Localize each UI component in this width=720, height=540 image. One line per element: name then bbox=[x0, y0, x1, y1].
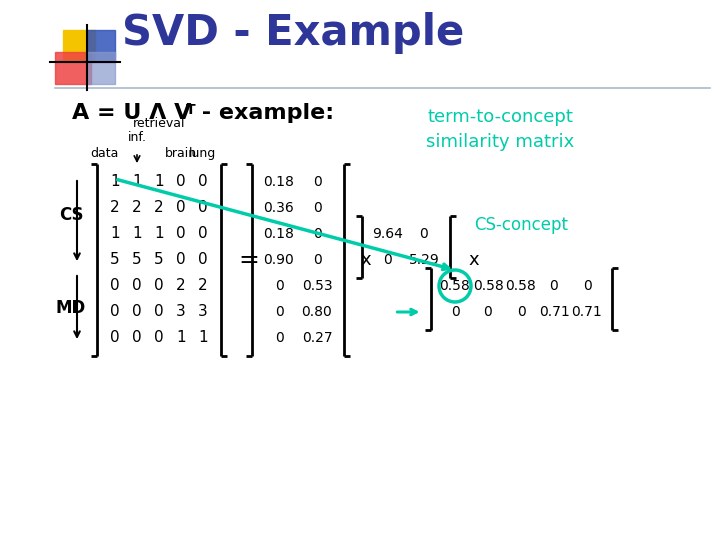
Text: MD: MD bbox=[56, 299, 86, 317]
Text: 0: 0 bbox=[132, 279, 142, 294]
Text: 3: 3 bbox=[176, 305, 186, 320]
Bar bbox=[63, 30, 95, 62]
Text: brain: brain bbox=[165, 147, 197, 160]
Bar bbox=[55, 52, 91, 84]
Text: inf.: inf. bbox=[127, 131, 146, 144]
Text: 5: 5 bbox=[132, 253, 142, 267]
Text: 0: 0 bbox=[132, 305, 142, 320]
Text: 0: 0 bbox=[154, 279, 164, 294]
Text: 0: 0 bbox=[176, 200, 186, 215]
Text: 5.29: 5.29 bbox=[409, 253, 439, 267]
Text: 0.71: 0.71 bbox=[539, 305, 570, 319]
Text: 1: 1 bbox=[132, 174, 142, 190]
Text: 0: 0 bbox=[312, 175, 321, 189]
Text: 0: 0 bbox=[198, 200, 208, 215]
Text: 0: 0 bbox=[110, 279, 120, 294]
Text: 0: 0 bbox=[517, 305, 526, 319]
Text: 0.18: 0.18 bbox=[264, 175, 294, 189]
Text: 0.58: 0.58 bbox=[472, 279, 503, 293]
Text: 0: 0 bbox=[582, 279, 591, 293]
Text: 0: 0 bbox=[154, 330, 164, 346]
Text: 9.64: 9.64 bbox=[372, 227, 403, 241]
Text: 0.18: 0.18 bbox=[264, 227, 294, 241]
Text: x: x bbox=[361, 251, 372, 269]
Text: 0: 0 bbox=[110, 305, 120, 320]
Text: 0: 0 bbox=[110, 330, 120, 346]
Text: 0: 0 bbox=[384, 253, 392, 267]
Text: 1: 1 bbox=[176, 330, 186, 346]
Text: 1: 1 bbox=[132, 226, 142, 241]
Text: 1: 1 bbox=[110, 226, 120, 241]
Text: 0: 0 bbox=[198, 253, 208, 267]
Text: 0: 0 bbox=[420, 227, 428, 241]
Text: A = U Λ V: A = U Λ V bbox=[72, 103, 192, 123]
Text: 2: 2 bbox=[198, 279, 208, 294]
Text: 0: 0 bbox=[274, 279, 284, 293]
Bar bbox=[87, 52, 115, 84]
Text: 0.36: 0.36 bbox=[264, 201, 294, 215]
Text: 0: 0 bbox=[176, 226, 186, 241]
Text: 0: 0 bbox=[198, 226, 208, 241]
Text: 0: 0 bbox=[132, 330, 142, 346]
Text: 0: 0 bbox=[176, 174, 186, 190]
Text: 5: 5 bbox=[154, 253, 164, 267]
Text: 3: 3 bbox=[198, 305, 208, 320]
Text: 0.90: 0.90 bbox=[264, 253, 294, 267]
Text: =: = bbox=[238, 248, 259, 272]
Text: 0: 0 bbox=[154, 305, 164, 320]
Text: 0: 0 bbox=[312, 227, 321, 241]
Text: 0.58: 0.58 bbox=[440, 279, 470, 293]
Text: lung: lung bbox=[189, 147, 217, 160]
Text: 0.80: 0.80 bbox=[302, 305, 333, 319]
Text: 0.27: 0.27 bbox=[302, 331, 333, 345]
Text: 2: 2 bbox=[176, 279, 186, 294]
Text: retrieval: retrieval bbox=[132, 117, 185, 130]
Text: 2: 2 bbox=[110, 200, 120, 215]
Text: CS-concept: CS-concept bbox=[474, 216, 568, 234]
Text: 0.53: 0.53 bbox=[302, 279, 333, 293]
Text: SVD - Example: SVD - Example bbox=[122, 12, 464, 54]
Text: 5: 5 bbox=[110, 253, 120, 267]
Text: 0: 0 bbox=[198, 174, 208, 190]
Text: 1: 1 bbox=[110, 174, 120, 190]
Text: x: x bbox=[469, 251, 480, 269]
Text: 1: 1 bbox=[198, 330, 208, 346]
Text: 0: 0 bbox=[549, 279, 559, 293]
Text: data: data bbox=[90, 147, 118, 160]
Text: term-to-concept
similarity matrix: term-to-concept similarity matrix bbox=[426, 108, 574, 151]
Bar bbox=[87, 30, 115, 62]
Text: 0.71: 0.71 bbox=[572, 305, 603, 319]
Text: CS: CS bbox=[59, 206, 84, 224]
Text: 0: 0 bbox=[484, 305, 492, 319]
Text: 2: 2 bbox=[132, 200, 142, 215]
Text: 1: 1 bbox=[154, 174, 164, 190]
Text: T: T bbox=[186, 103, 196, 117]
Text: 0: 0 bbox=[451, 305, 459, 319]
Text: 0: 0 bbox=[312, 253, 321, 267]
Text: 0: 0 bbox=[176, 253, 186, 267]
Text: 0: 0 bbox=[274, 331, 284, 345]
Text: 2: 2 bbox=[154, 200, 164, 215]
Text: 0: 0 bbox=[274, 305, 284, 319]
Text: 0: 0 bbox=[312, 201, 321, 215]
Text: - example:: - example: bbox=[194, 103, 334, 123]
Text: 0.58: 0.58 bbox=[505, 279, 536, 293]
Text: 1: 1 bbox=[154, 226, 164, 241]
